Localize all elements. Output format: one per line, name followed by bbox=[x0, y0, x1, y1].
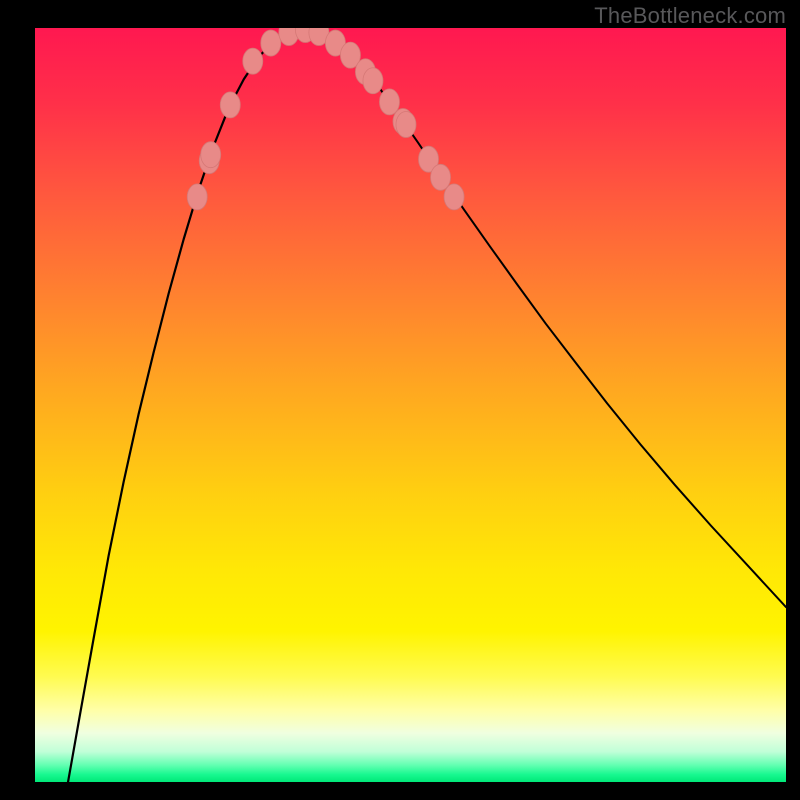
data-marker bbox=[444, 184, 464, 210]
plot-area bbox=[35, 28, 786, 782]
data-marker bbox=[261, 30, 281, 56]
gradient-background bbox=[35, 28, 786, 782]
data-marker bbox=[243, 48, 263, 74]
chart-svg bbox=[35, 28, 786, 782]
data-marker bbox=[379, 89, 399, 115]
data-marker bbox=[220, 92, 240, 118]
data-marker bbox=[363, 68, 383, 94]
data-marker bbox=[431, 164, 451, 190]
data-marker bbox=[187, 184, 207, 210]
watermark-text: TheBottleneck.com bbox=[594, 3, 786, 29]
data-marker bbox=[396, 112, 416, 138]
data-marker bbox=[201, 142, 221, 168]
